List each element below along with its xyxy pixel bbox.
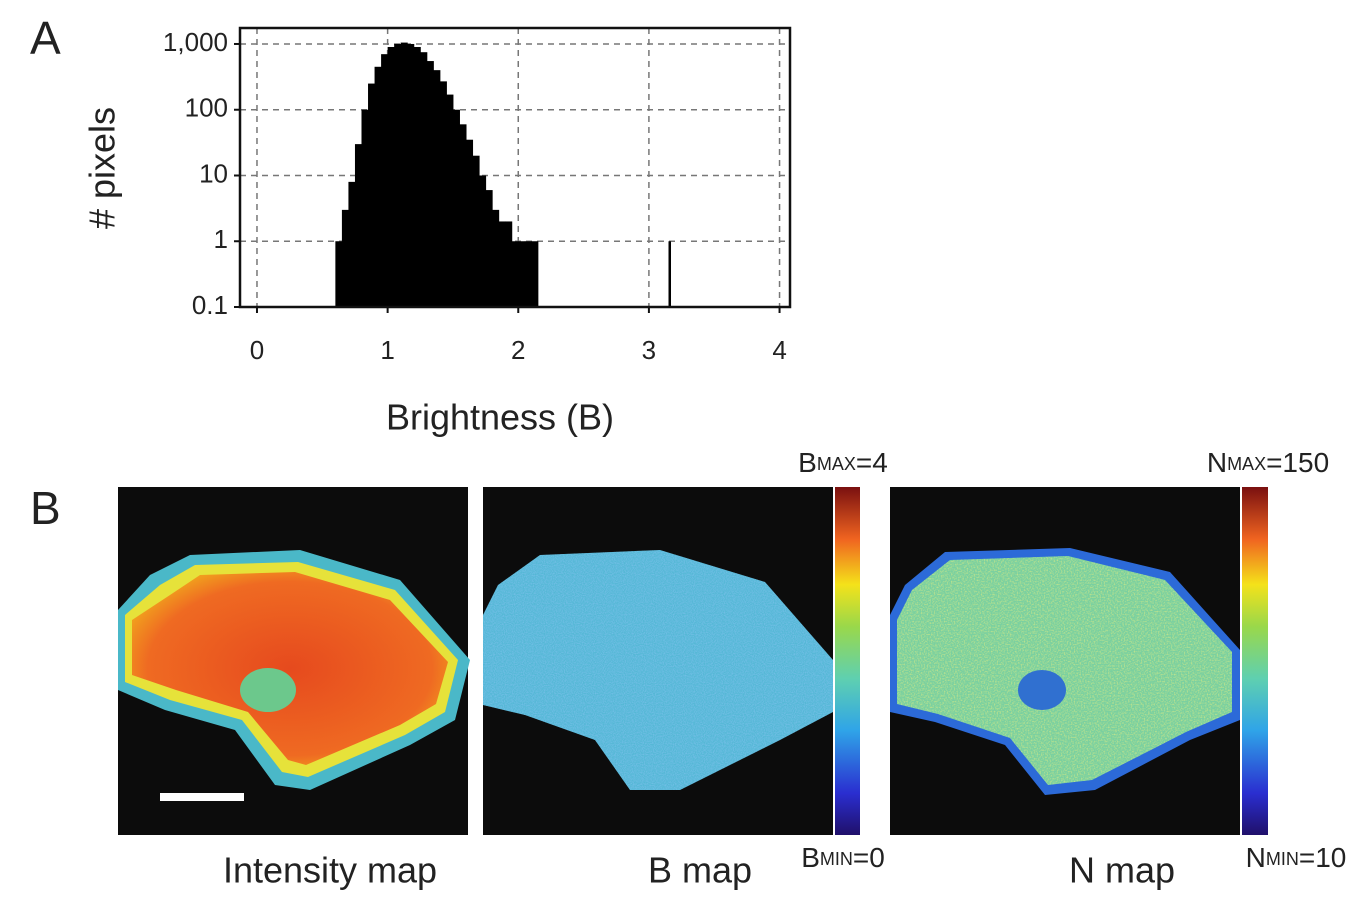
bar <box>440 81 447 307</box>
colorbar-label-part: MIN <box>1266 849 1299 869</box>
bar <box>669 241 672 307</box>
bar <box>505 221 512 307</box>
bar <box>453 110 460 307</box>
bar <box>388 47 395 307</box>
bar <box>459 124 466 307</box>
colorbar-label-part: =10 <box>1299 842 1347 873</box>
colorbar-label-part: MAX <box>817 454 856 474</box>
colorbar-label: BMIN=0 <box>801 842 885 873</box>
colorbar-label-part: =4 <box>856 447 888 478</box>
bar <box>512 241 519 307</box>
bar <box>427 61 434 307</box>
colorbar <box>835 487 860 835</box>
bar <box>433 70 440 307</box>
image-caption: N map <box>1069 850 1175 891</box>
colorbar-label-part: MAX <box>1227 454 1266 474</box>
colorbar <box>1242 487 1268 835</box>
colorbar-label-part: N <box>1207 447 1227 478</box>
colorbar-label-part: B <box>798 447 817 478</box>
y-tick-label: 1,000 <box>163 27 228 57</box>
bar <box>355 144 362 307</box>
panel-label: A <box>30 12 61 64</box>
intensity-map <box>118 487 470 835</box>
bar <box>401 43 408 307</box>
bar <box>492 210 499 307</box>
x-tick-label: 1 <box>380 335 394 365</box>
bar <box>348 182 355 307</box>
n-map <box>890 487 1268 835</box>
bar <box>466 140 473 307</box>
bar <box>420 52 427 307</box>
x-tick-label: 0 <box>250 335 264 365</box>
bar <box>335 241 342 307</box>
x-tick-label: 2 <box>511 335 525 365</box>
bar <box>361 110 368 307</box>
bar <box>486 190 493 307</box>
x-tick-label: 4 <box>772 335 786 365</box>
colorbar-label-part: =0 <box>853 842 885 873</box>
colorbar-label: NMIN=10 <box>1246 842 1347 873</box>
b-map <box>483 487 860 835</box>
colorbar-label-part: MIN <box>820 849 853 869</box>
colorbar-label: NMAX=150 <box>1207 447 1329 478</box>
bar <box>381 54 388 307</box>
y-tick-label: 1 <box>214 224 228 254</box>
bar <box>518 241 525 307</box>
bar <box>414 47 421 307</box>
y-tick-label: 10 <box>199 158 228 188</box>
bar <box>499 221 506 307</box>
bar <box>479 175 486 307</box>
colorbar-label-part: N <box>1246 842 1266 873</box>
y-tick-label: 0.1 <box>192 290 228 320</box>
figure: A B 0.1 1 10 100 1,000 0 1 2 3 4 Brightness (B) #… <box>0 0 1369 899</box>
y-axis-label: # pixels <box>82 107 123 229</box>
bar <box>525 241 532 307</box>
panel-label: B <box>30 482 61 534</box>
image-caption: B map <box>648 850 752 891</box>
bar <box>375 67 382 307</box>
bar <box>531 241 538 307</box>
x-tick-label: 3 <box>642 335 656 365</box>
image-caption: Intensity map <box>223 850 437 891</box>
colorbar-label-part: B <box>801 842 820 873</box>
x-axis-label: Brightness (B) <box>386 397 614 438</box>
bar <box>407 44 414 307</box>
bar <box>342 210 349 307</box>
bar <box>394 44 401 307</box>
bar <box>446 95 453 307</box>
y-tick-label: 100 <box>185 93 228 123</box>
colorbar-label-part: =150 <box>1266 447 1329 478</box>
bar <box>473 156 480 307</box>
bar <box>368 84 375 307</box>
histogram: 0.1 1 10 100 1,000 0 1 2 3 4 <box>163 27 790 365</box>
colorbar-label: BMAX=4 <box>798 447 888 478</box>
